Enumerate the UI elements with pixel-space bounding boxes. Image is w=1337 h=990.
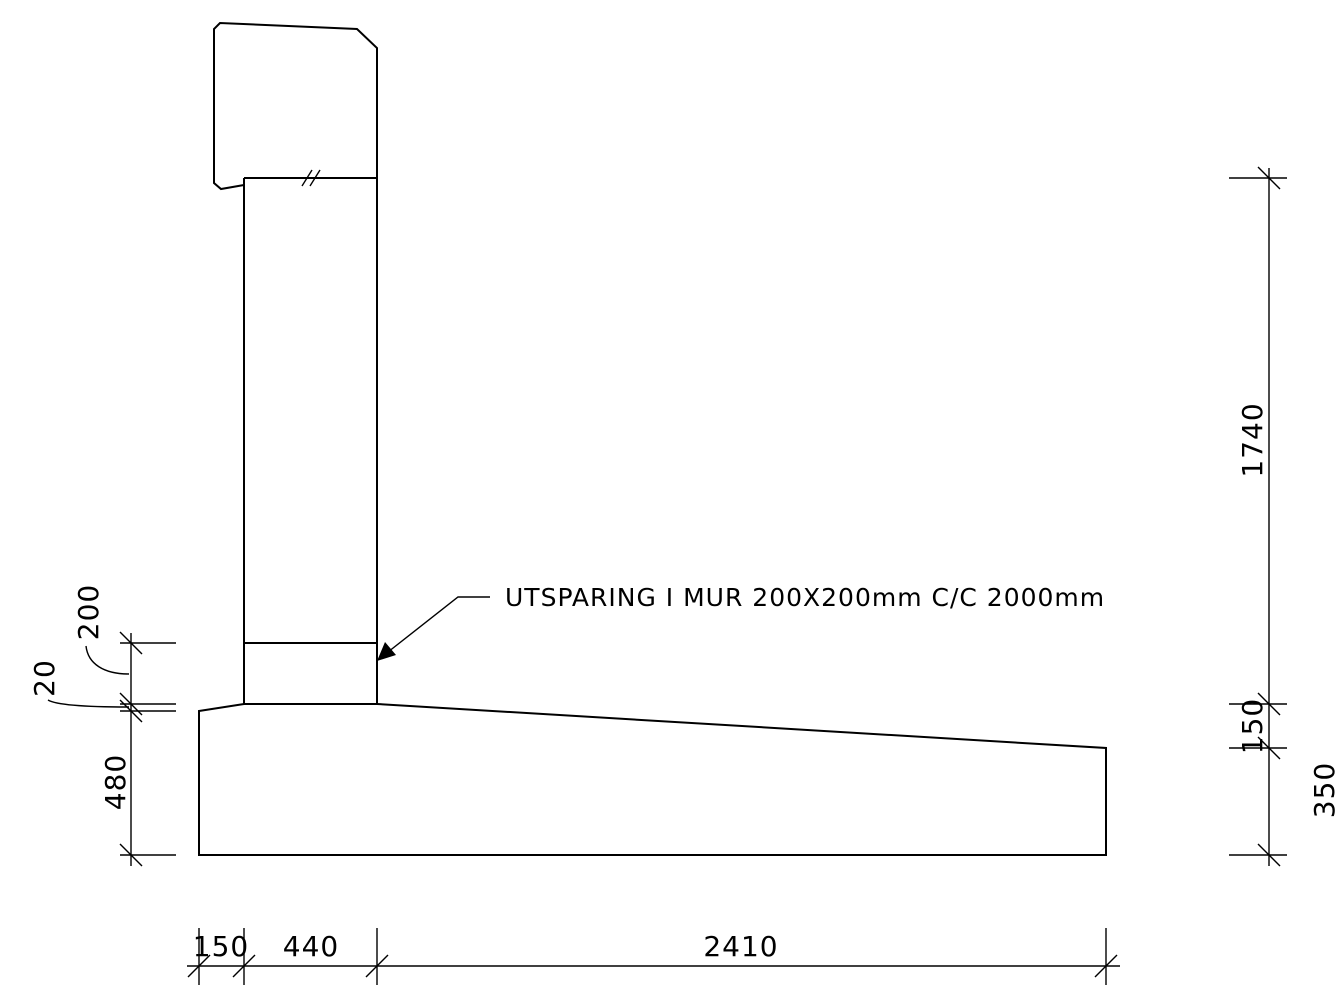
dim-footing-height: 480 — [99, 754, 132, 810]
dim-slope-drop: 150 — [1236, 698, 1269, 754]
annotation-text: UTSPARING I MUR 200X200mm C/C 2000mm — [505, 583, 1105, 612]
break-mark — [309, 169, 321, 187]
dim-gap-height: 20 — [28, 659, 61, 697]
annotation-leader-line — [387, 596, 490, 653]
wall-coping-outline — [213, 21, 378, 191]
dim-heel-width: 2410 — [703, 930, 778, 963]
bottom-dimension-chain — [187, 928, 1120, 985]
dim-wall-height: 1740 — [1236, 402, 1269, 477]
dim-heel-end-height: 350 — [1308, 762, 1337, 818]
dim-toe-width: 150 — [193, 930, 249, 963]
left-dimension-chain — [47, 631, 176, 867]
annotation-arrowhead — [377, 642, 396, 661]
right-dimension-chain — [1229, 166, 1287, 867]
dim-wall-width: 440 — [283, 930, 339, 963]
footing-slab-outline — [198, 703, 1107, 856]
break-mark — [301, 169, 313, 187]
dim-opening-height: 200 — [72, 584, 105, 640]
